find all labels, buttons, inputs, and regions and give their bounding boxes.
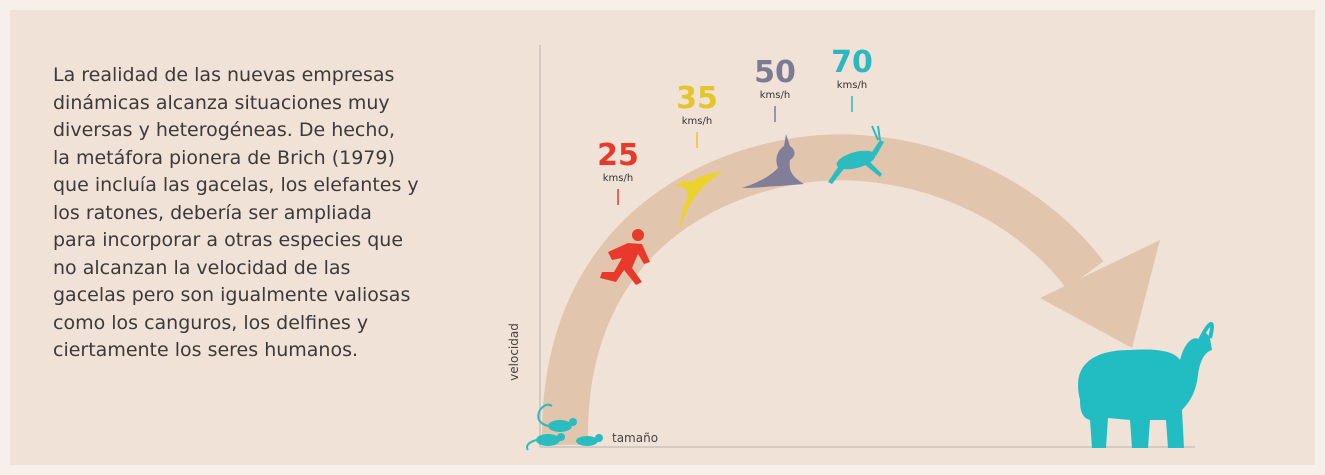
diagram: velocidad tamaño 25km bbox=[0, 0, 1325, 475]
speed-unit: kms/h bbox=[760, 90, 790, 101]
speed-value: 25 bbox=[597, 138, 639, 173]
x-axis-label: tamaño bbox=[612, 431, 658, 445]
speed-unit: kms/h bbox=[603, 173, 633, 184]
page: La realidad de las nuevas empresasdinámi… bbox=[0, 0, 1325, 475]
speed-value: 50 bbox=[754, 55, 796, 90]
elephant-icon bbox=[1078, 324, 1212, 448]
speed-unit: kms/h bbox=[682, 116, 712, 127]
arc bbox=[565, 157, 1085, 445]
speed-value: 35 bbox=[676, 81, 718, 116]
y-axis-label: velocidad bbox=[507, 323, 521, 381]
speed-unit: kms/h bbox=[837, 80, 867, 91]
speed-value: 70 bbox=[831, 45, 873, 80]
